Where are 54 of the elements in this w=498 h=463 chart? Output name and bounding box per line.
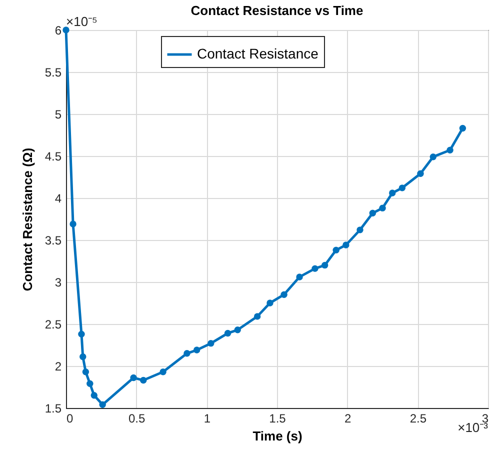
point — [332, 246, 340, 254]
point — [140, 376, 147, 384]
point — [62, 26, 70, 34]
y-tick-label: 2.5 — [44, 318, 62, 332]
chart-title: Contact Resistance vs Time — [190, 3, 364, 18]
point — [234, 326, 241, 334]
y-tick-label: 6 — [54, 24, 62, 38]
point — [82, 368, 90, 376]
x-tick-label: 1.5 — [269, 412, 286, 426]
point — [86, 380, 94, 387]
point — [90, 392, 98, 399]
point — [459, 124, 466, 132]
y-tick-label: 4 — [54, 192, 62, 206]
y-tick-label: 3.5 — [44, 234, 62, 248]
point — [321, 262, 328, 269]
point — [254, 313, 261, 320]
point — [78, 330, 85, 338]
point — [417, 170, 424, 177]
x-tick-label: 2.5 — [410, 412, 427, 426]
point — [312, 265, 318, 272]
point — [99, 401, 106, 408]
y-axis-title: Contact Resistance (Ω) — [20, 148, 35, 292]
point — [70, 220, 76, 228]
y-tick-label: 2 — [54, 360, 62, 374]
point — [193, 346, 200, 354]
point — [208, 340, 214, 347]
x-tick-label: 0.5 — [128, 412, 146, 426]
x-tick-label: 2 — [344, 412, 352, 426]
point — [430, 153, 436, 160]
point — [80, 353, 86, 360]
x-tick-label: 1 — [204, 412, 211, 426]
point — [266, 300, 274, 306]
point — [446, 146, 454, 154]
point — [379, 204, 386, 212]
point — [369, 210, 376, 216]
point — [160, 368, 166, 376]
point — [184, 350, 190, 357]
y-tick-label: 5 — [54, 108, 62, 122]
legend-label: Contact Resistance — [197, 46, 319, 62]
point — [356, 226, 364, 234]
y-tick-label: 3 — [54, 276, 62, 290]
point — [296, 274, 303, 280]
y-tick-label: 4.5 — [44, 150, 62, 164]
x-tick-label: 0 — [66, 412, 74, 426]
point — [130, 374, 137, 382]
point — [342, 242, 350, 248]
text: ×10⁻⁵ — [66, 14, 98, 29]
point — [224, 330, 232, 337]
point — [280, 291, 288, 298]
x-axis-title: Time (s) — [252, 428, 302, 444]
point — [388, 190, 396, 196]
y-tick-label: 5.5 — [44, 66, 62, 80]
y-tick-label: 1.5 — [44, 402, 62, 416]
point — [398, 184, 406, 192]
